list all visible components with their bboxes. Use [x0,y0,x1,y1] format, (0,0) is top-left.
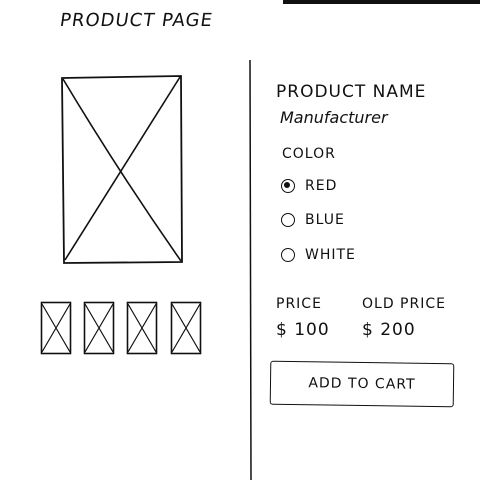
column-divider [248,59,254,480]
top-edge-bar [283,0,480,4]
thumbnail-strip [38,301,206,357]
radio-unselected-icon[interactable] [281,213,295,227]
radio-selected-icon[interactable] [281,179,295,193]
main-product-image[interactable] [60,74,184,264]
image-placeholder-icon [170,301,202,355]
color-option-label: WHITE [305,247,356,263]
page-title: PRODUCT PAGE [58,10,215,31]
color-option-white[interactable]: WHITE [281,245,356,265]
image-placeholder-icon [83,301,115,355]
color-label: COLOR [282,146,336,162]
old-price-value: $ 200 [362,320,416,340]
price-value: $ 100 [276,320,330,340]
radio-unselected-icon[interactable] [281,248,295,262]
old-price-label: OLD PRICE [362,296,446,312]
add-to-cart-button[interactable]: ADD TO CART [269,360,455,408]
image-placeholder-icon [40,301,72,355]
color-option-label: BLUE [305,212,345,228]
image-placeholder-icon [61,75,183,264]
product-name: PRODUCT NAME [276,82,427,102]
thumbnail-4[interactable] [170,301,202,355]
thumbnail-3[interactable] [126,301,158,355]
color-option-blue[interactable]: BLUE [281,210,345,230]
manufacturer: Manufacturer [280,108,388,127]
color-option-red[interactable]: RED [281,176,337,196]
price-label: PRICE [276,296,322,312]
color-option-label: RED [305,178,338,194]
thumbnail-2[interactable] [83,301,115,355]
thumbnail-1[interactable] [40,301,72,355]
image-placeholder-icon [126,301,158,355]
